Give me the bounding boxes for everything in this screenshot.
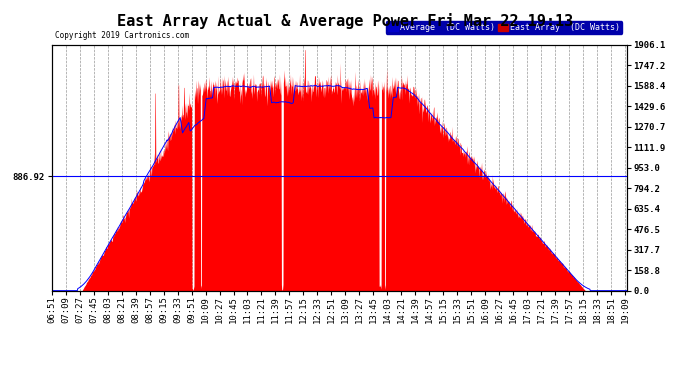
Text: Copyright 2019 Cartronics.com: Copyright 2019 Cartronics.com (55, 32, 189, 40)
Text: East Array Actual & Average Power Fri Mar 22 19:13: East Array Actual & Average Power Fri Ma… (117, 13, 573, 29)
Legend: Average  (DC Watts), East Array  (DC Watts): Average (DC Watts), East Array (DC Watts… (386, 21, 622, 34)
